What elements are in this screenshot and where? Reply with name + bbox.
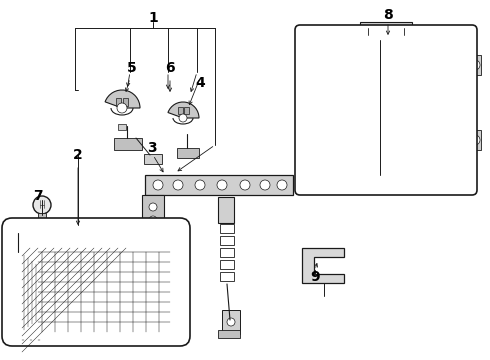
Bar	[314, 102, 334, 118]
FancyBboxPatch shape	[295, 25, 477, 195]
Bar	[118, 124, 126, 130]
Bar	[168, 226, 178, 244]
Bar	[218, 197, 234, 223]
Circle shape	[300, 30, 310, 40]
Circle shape	[173, 180, 183, 190]
Bar	[125, 222, 135, 230]
Bar	[218, 330, 240, 338]
Circle shape	[462, 30, 472, 40]
Bar	[338, 102, 356, 116]
Bar	[123, 98, 128, 106]
Bar	[100, 222, 110, 230]
Bar	[388, 102, 406, 116]
Circle shape	[15, 254, 23, 262]
Bar	[220, 248, 234, 257]
Bar	[467, 55, 481, 75]
Text: 3: 3	[147, 141, 157, 155]
Circle shape	[152, 244, 160, 252]
Circle shape	[438, 172, 446, 180]
Bar	[148, 237, 164, 255]
Bar	[305, 170, 467, 182]
Bar	[314, 52, 330, 62]
Bar	[144, 154, 162, 164]
Circle shape	[300, 180, 310, 190]
Bar	[78, 222, 88, 230]
Bar	[220, 236, 234, 245]
Circle shape	[277, 180, 287, 190]
Bar	[177, 148, 199, 158]
Bar	[388, 56, 448, 119]
Bar	[135, 228, 165, 238]
Bar	[220, 272, 234, 281]
Circle shape	[260, 180, 270, 190]
Bar	[410, 52, 430, 64]
Circle shape	[117, 103, 127, 113]
Bar	[178, 107, 183, 114]
FancyBboxPatch shape	[2, 218, 190, 346]
Text: 2: 2	[73, 148, 83, 162]
Bar	[184, 107, 189, 114]
Bar	[116, 98, 121, 106]
Text: 9: 9	[310, 270, 320, 284]
Bar	[145, 175, 293, 195]
Circle shape	[153, 180, 163, 190]
Bar	[142, 195, 164, 233]
Bar	[114, 138, 142, 150]
Circle shape	[149, 203, 157, 211]
Bar	[220, 224, 234, 233]
Circle shape	[462, 180, 472, 190]
Bar	[467, 130, 481, 150]
Bar	[148, 222, 158, 230]
Bar	[220, 260, 234, 269]
Circle shape	[470, 135, 480, 145]
Text: 4: 4	[195, 76, 205, 90]
Bar	[52, 220, 172, 234]
Text: 6: 6	[165, 61, 175, 75]
Bar	[10, 250, 28, 272]
Circle shape	[149, 216, 157, 224]
Bar	[360, 22, 412, 34]
Wedge shape	[168, 102, 199, 118]
Text: 8: 8	[383, 8, 393, 22]
Bar	[318, 56, 366, 119]
Circle shape	[470, 60, 480, 70]
Bar	[308, 38, 464, 182]
Text: 1: 1	[148, 11, 158, 25]
Bar	[38, 213, 46, 218]
Text: 5: 5	[127, 61, 137, 75]
Circle shape	[179, 114, 187, 122]
Circle shape	[217, 180, 227, 190]
Bar	[382, 50, 454, 125]
Bar	[412, 102, 430, 116]
Polygon shape	[302, 248, 344, 283]
Bar	[60, 222, 70, 230]
Wedge shape	[105, 90, 140, 108]
Circle shape	[320, 249, 328, 257]
Circle shape	[227, 318, 235, 326]
Bar	[312, 50, 372, 125]
Bar	[222, 310, 240, 334]
Circle shape	[321, 172, 329, 180]
Text: 7: 7	[33, 189, 43, 203]
Circle shape	[195, 180, 205, 190]
Circle shape	[432, 54, 444, 66]
Circle shape	[16, 265, 22, 271]
Circle shape	[33, 196, 51, 214]
Circle shape	[240, 180, 250, 190]
